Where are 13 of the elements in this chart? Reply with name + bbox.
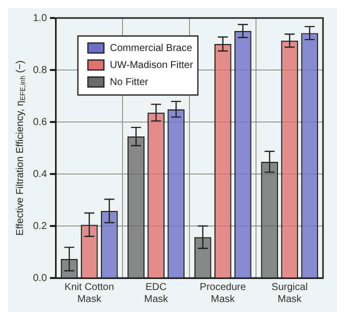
- y-tick-label: 0.2: [32, 220, 48, 232]
- y-tick-label: 0.4: [32, 168, 48, 180]
- legend-label: No Fitter: [110, 76, 149, 88]
- x-tick-label: EDC Mask: [144, 282, 169, 305]
- legend-label: UW-Madison Fitter: [110, 60, 194, 71]
- x-tick-label: Surgical Mask: [272, 282, 308, 305]
- x-tick-label: Procedure Mask: [200, 282, 246, 305]
- y-tick-label: 0.0: [32, 272, 48, 284]
- legend-label: Commercial Brace: [110, 42, 193, 54]
- y-tick-label: 0.6: [32, 116, 48, 128]
- y-tick-label: 0.8: [32, 64, 48, 76]
- y-tick-label: 1.0: [32, 12, 48, 24]
- x-tick-label: Knit Cotton Mask: [64, 282, 114, 305]
